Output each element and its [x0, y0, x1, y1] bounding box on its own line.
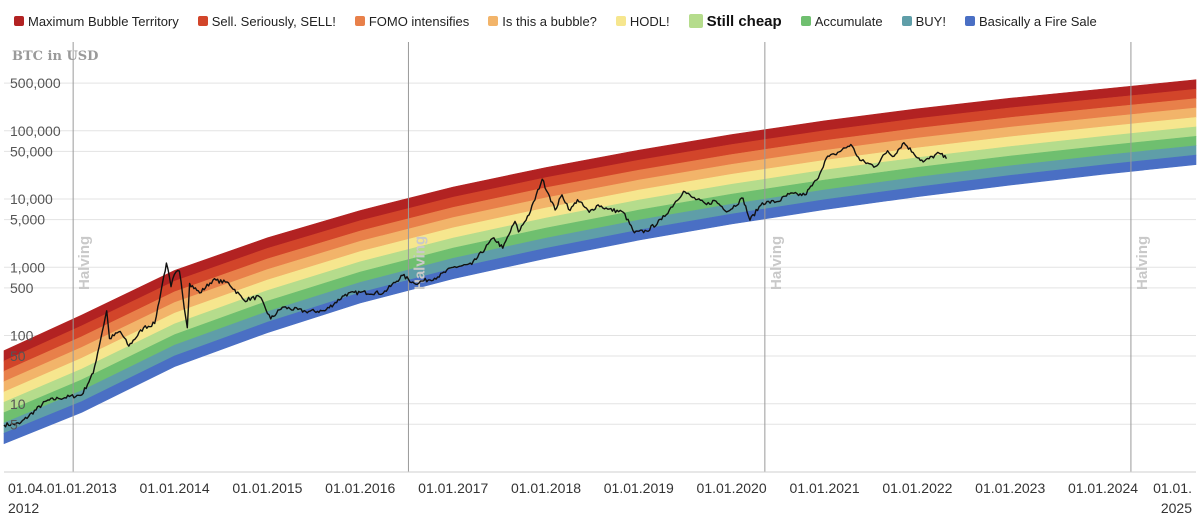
- halving-label: Halving: [76, 236, 93, 290]
- legend-item-is-this-a-bubble[interactable]: Is this a bubble?: [488, 14, 597, 29]
- halving-label: Halving: [768, 236, 785, 290]
- y-tick-label: 500,000: [10, 75, 61, 91]
- x-tick-label: 01.01.2021: [790, 480, 860, 496]
- y-tick-label: 100: [10, 328, 34, 344]
- legend-item-maximum-bubble-territory[interactable]: Maximum Bubble Territory: [14, 14, 179, 29]
- legend-item-accumulate[interactable]: Accumulate: [800, 13, 883, 29]
- x-tick-label: 01.01.2017: [418, 480, 488, 496]
- x-tick-label: 01.01.: [1153, 480, 1192, 496]
- legend-item-still-cheap[interactable]: Still cheap: [688, 12, 782, 30]
- y-tick-label: 100,000: [10, 123, 61, 139]
- halving-markers: Halving Halving Halving Halving: [72, 42, 1151, 472]
- legend-swatch: [197, 16, 208, 26]
- btc-price-line: [3, 141, 948, 428]
- x-tick-label: 01.01.2022: [882, 480, 952, 496]
- legend-label: Basically a Fire Sale: [978, 13, 1097, 29]
- y-axis-ticks: 500,000 100,000 50,000 10,000 5,000 1,000 500 1…: [10, 75, 61, 432]
- legend-item-sell-seriously-sell[interactable]: Sell. Seriously, SELL!: [197, 13, 336, 29]
- y-tick-label: 5,000: [10, 212, 45, 228]
- y-tick-label: 50,000: [10, 143, 53, 159]
- x-tick-label: 01.01.2016: [325, 480, 395, 496]
- legend-swatch: [354, 16, 365, 26]
- legend-item-buy[interactable]: BUY!: [901, 13, 946, 29]
- legend-label: Maximum Bubble Territory: [28, 13, 179, 29]
- legend-swatch: [800, 16, 811, 26]
- legend-swatch: [14, 16, 24, 26]
- legend-label: Sell. Seriously, SELL!: [211, 13, 336, 29]
- rainbow-bands: [3, 79, 1197, 445]
- legend-item-fomo-intensifies[interactable]: FOMO intensifies: [354, 13, 470, 29]
- legend-label: Still cheap: [706, 12, 782, 30]
- x-tick-label: 01.04.: [8, 480, 47, 496]
- x-tick-label-year: 2012: [8, 500, 39, 516]
- legend-label: HODL!: [629, 13, 670, 29]
- legend-label: FOMO intensifies: [368, 13, 470, 29]
- y-tick-label: 10: [10, 396, 26, 412]
- x-tick-label: 01.01.2013: [47, 480, 117, 496]
- x-tick-label: 01.01.2020: [697, 480, 767, 496]
- y-tick-label: 5: [10, 416, 18, 432]
- legend-swatch: [615, 16, 626, 26]
- legend-swatch: [488, 16, 499, 26]
- legend-swatch: [901, 16, 912, 26]
- y-tick-label: 500: [10, 280, 34, 296]
- rainbow-chart: Halving Halving Halving Halving 500,000 100,…: [3, 42, 1197, 516]
- y-tick-label: 1,000: [10, 259, 45, 275]
- legend-label: Accumulate: [814, 13, 883, 29]
- legend-label: BUY!: [915, 13, 946, 29]
- legend-item-basically-a-fire-sale[interactable]: Basically a Fire Sale: [964, 13, 1097, 29]
- x-axis-ticks: 01.04. 2012 01.01.2013 01.01.2014 01.01.2015…: [8, 480, 1192, 516]
- band-basically-a-fire-sale: [3, 154, 1197, 445]
- x-tick-label-year: 2025: [1161, 500, 1192, 516]
- legend-item-hodl[interactable]: HODL!: [615, 13, 670, 29]
- x-tick-label: 01.01.2023: [975, 480, 1045, 496]
- y-tick-label: 50: [10, 348, 26, 364]
- y-axis-label: BTC in USD: [12, 49, 98, 64]
- chart-legend: Maximum Bubble Territory Sell. Seriously…: [0, 0, 1200, 42]
- x-tick-label: 01.01.2024: [1068, 480, 1138, 496]
- legend-label: Is this a bubble?: [502, 13, 597, 29]
- legend-swatch: [964, 16, 975, 26]
- x-tick-label: 01.01.2018: [511, 480, 581, 496]
- x-tick-label: 01.01.2014: [140, 480, 210, 496]
- x-tick-label: 01.01.2019: [604, 480, 674, 496]
- chart-area: Halving Halving Halving Halving 500,000 100,…: [0, 42, 1200, 527]
- legend-swatch: [688, 14, 703, 28]
- x-tick-label: 01.01.2015: [232, 480, 302, 496]
- price-series: [3, 141, 948, 428]
- halving-label: Halving: [1134, 236, 1151, 290]
- y-tick-label: 10,000: [10, 191, 53, 207]
- halving-label: Halving: [412, 236, 429, 290]
